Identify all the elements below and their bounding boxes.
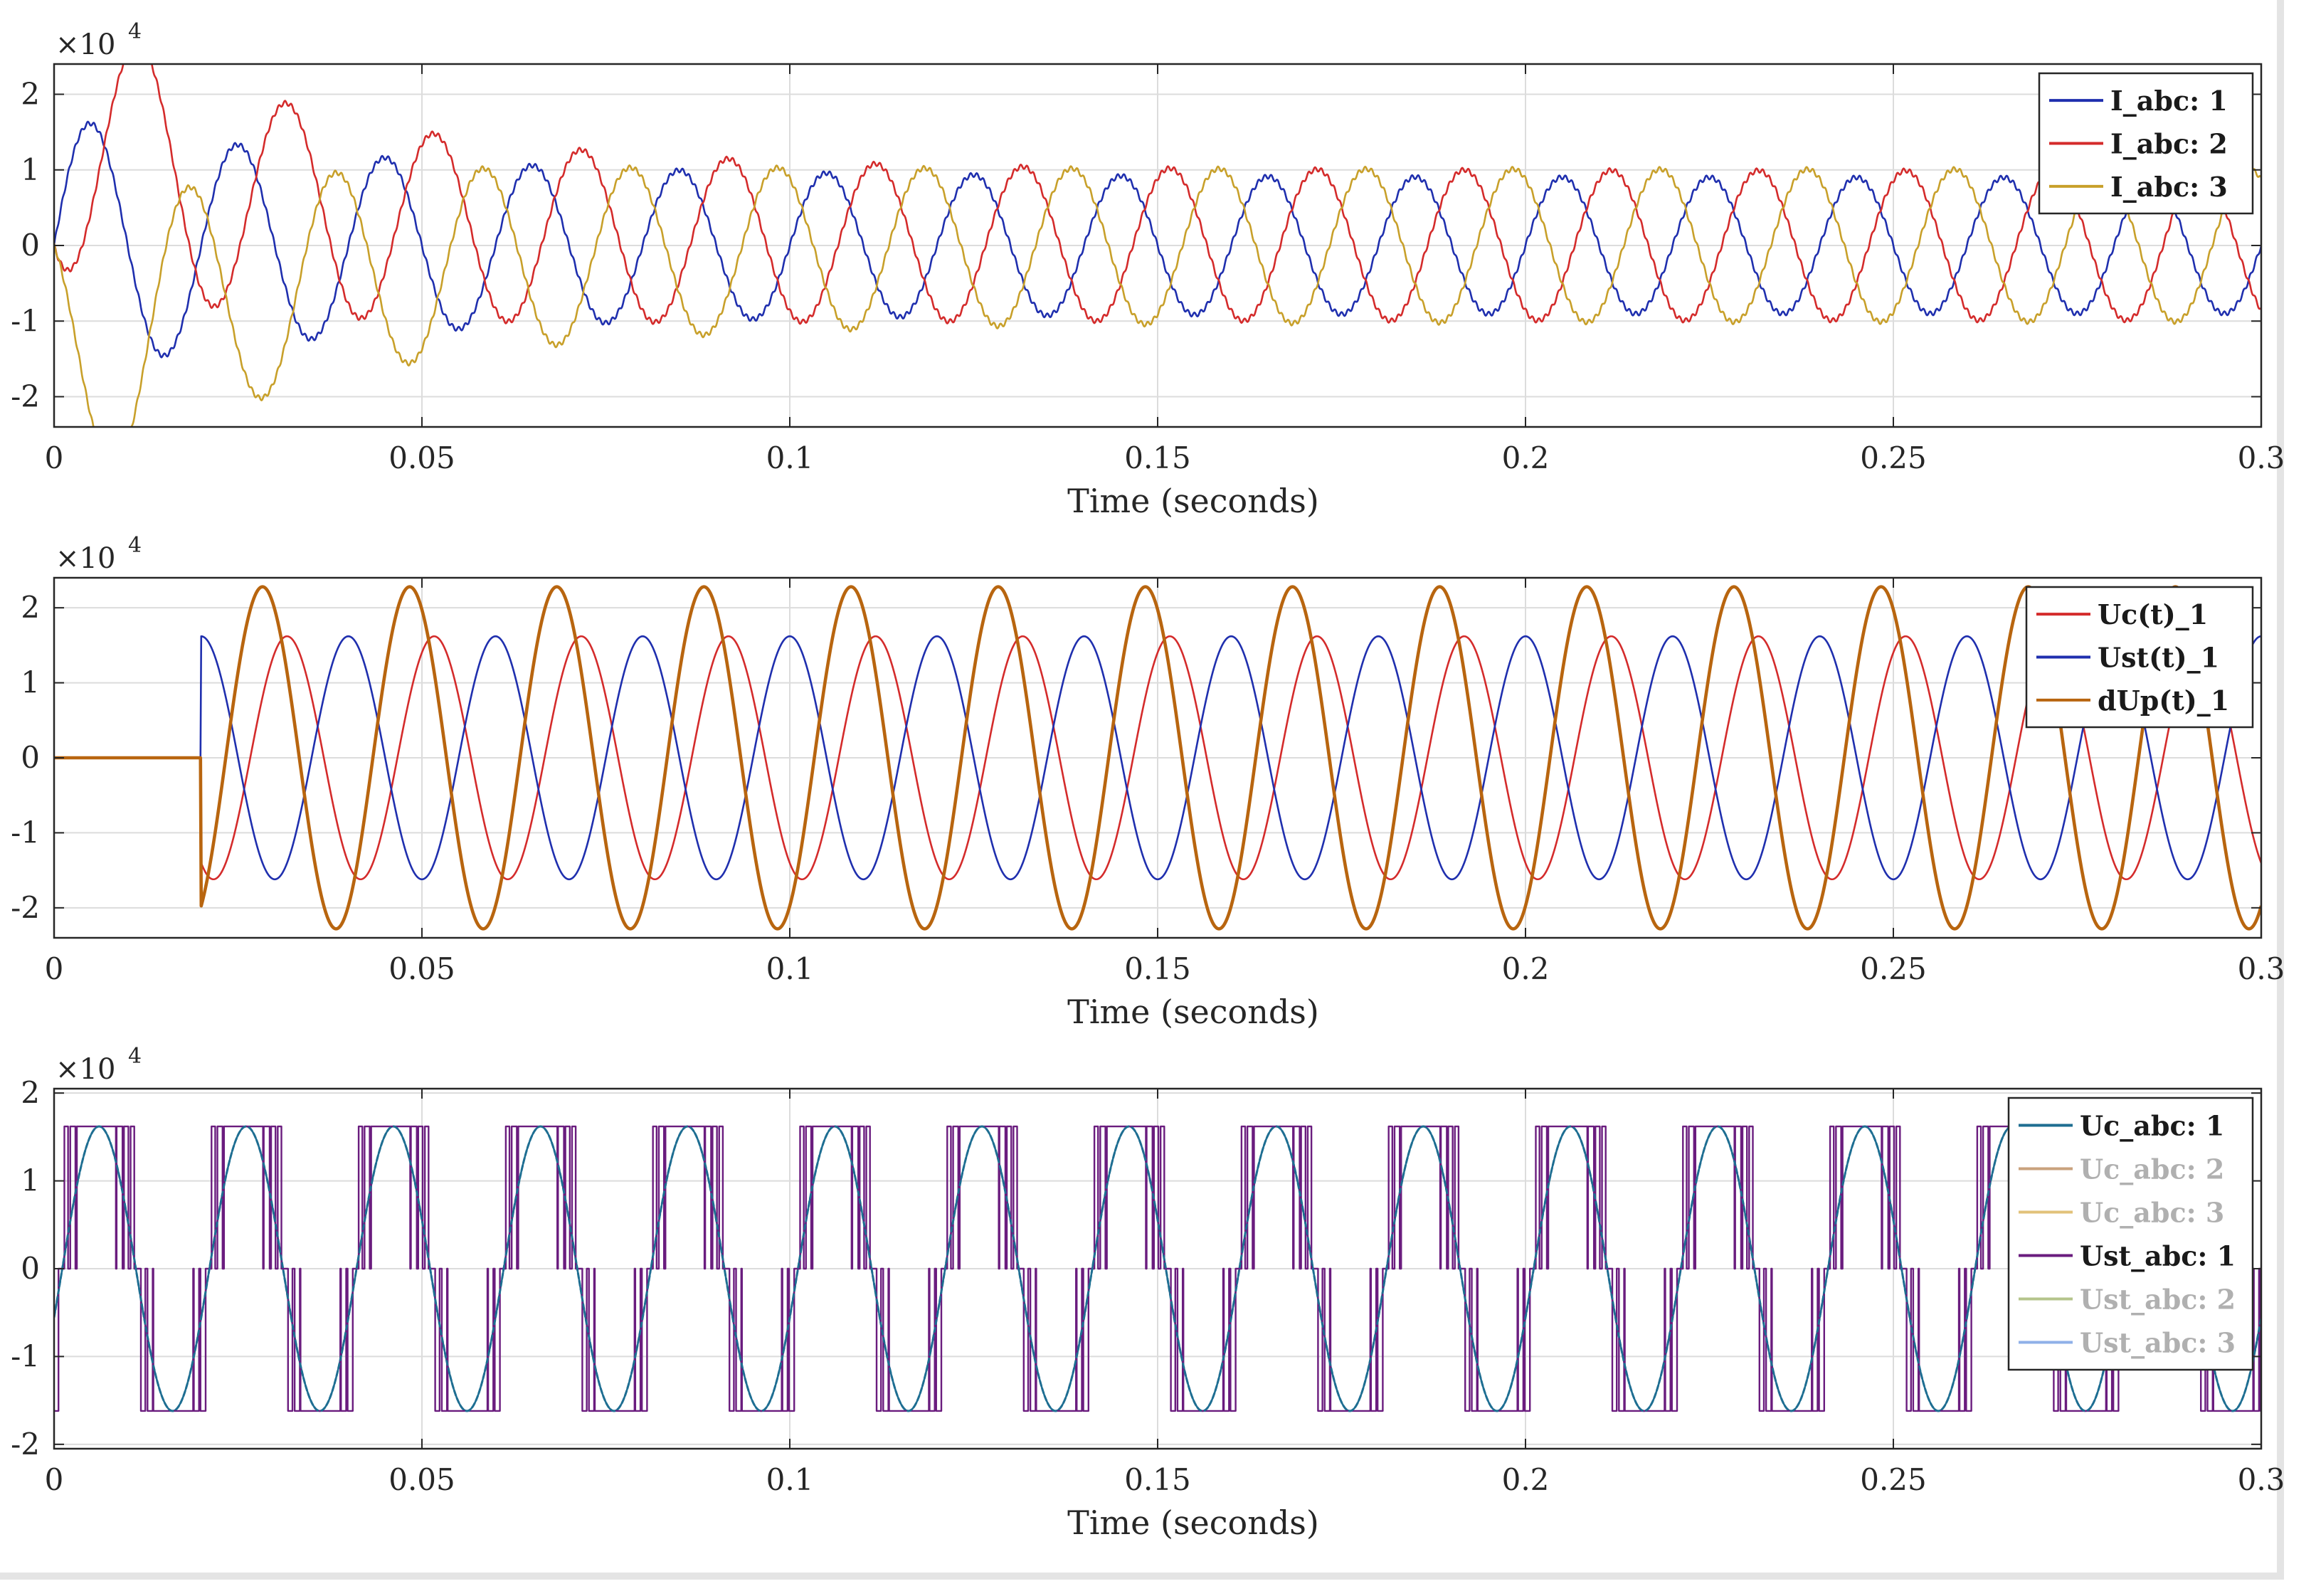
legend-label: dUp(t)_1 (2098, 685, 2229, 717)
x-tick-label: 0.15 (1124, 951, 1191, 986)
legend-label: I_abc: 1 (2110, 85, 2228, 117)
x-tick-label: 0.25 (1860, 951, 1927, 986)
y-tick-label: 0 (21, 1251, 40, 1286)
series-line-1 (54, 635, 2261, 881)
y-tick-label: -1 (11, 1338, 40, 1373)
chart-panel-2: 0 0.05 0.1 0.15 0.2 0.25 0.3 -2 -1 0 1 2 ×10 4 Time (s… (11, 533, 2285, 1031)
y-tick-label: 2 (21, 1075, 40, 1110)
series-group (54, 64, 2261, 427)
x-tick-label: 0.2 (1502, 1462, 1550, 1497)
x-tick-label: 0.15 (1124, 1462, 1191, 1497)
y-tick-label: 2 (21, 590, 40, 625)
legend-label: Ust_abc: 1 (2080, 1240, 2236, 1272)
chart-panel-3: 0 0.05 0.1 0.15 0.2 0.25 0.3 -2 -1 0 1 2 ×10 4 Time (s… (11, 1044, 2285, 1542)
y-tick-label: 1 (21, 1163, 40, 1198)
legend: Uc(t)_1 Ust(t)_1 dUp(t)_1 (2025, 586, 2254, 729)
legend: I_abc: 1 I_abc: 2 I_abc: 3 (2038, 72, 2254, 215)
x-tick-label: 0.1 (766, 1462, 814, 1497)
x-axis-label: Time (seconds) (1067, 482, 1319, 520)
legend-label: Uc_abc: 3 (2080, 1197, 2224, 1229)
x-tick-label: 0.25 (1860, 440, 1927, 475)
legend-label: Uc_abc: 1 (2080, 1110, 2224, 1142)
figure-frame (0, 0, 2284, 1580)
series-line-3 (54, 585, 2261, 931)
x-tick-label: 0.1 (766, 951, 814, 986)
legend-label: Uc(t)_1 (2098, 598, 2208, 630)
series-line-1 (54, 120, 2261, 359)
legend-label: Ust(t)_1 (2098, 642, 2219, 674)
y-tick-label: 1 (21, 665, 40, 700)
legend: Uc_abc: 1 Uc_abc: 2 Uc_abc: 3 Ust_abc: 1 Ust… (2007, 1096, 2254, 1371)
y-tick-label: 2 (21, 77, 40, 112)
y-exponent-power: 4 (128, 533, 142, 558)
legend-label: I_abc: 3 (2110, 171, 2228, 203)
x-tick-label: 0.25 (1860, 1462, 1927, 1497)
y-tick-label: 1 (21, 152, 40, 187)
x-tick-label: 0.2 (1502, 951, 1550, 986)
y-tick-label: -1 (11, 815, 40, 850)
x-tick-label: 0.05 (388, 440, 455, 475)
series-group (54, 585, 2261, 931)
x-tick-label: 0.3 (2238, 951, 2285, 986)
series-line-4 (54, 1125, 2261, 1412)
series-line-uc-overlay (54, 1125, 2261, 1412)
legend-label: Uc_abc: 2 (2080, 1153, 2224, 1185)
x-tick-label: 0.05 (388, 1462, 455, 1497)
x-tick-label: 0 (45, 951, 64, 986)
x-axis-label: Time (seconds) (1067, 993, 1319, 1031)
x-tick-label: 0.15 (1124, 440, 1191, 475)
series-group (54, 1125, 2261, 1412)
x-tick-label: 0 (45, 1462, 64, 1497)
y-exponent-label: ×10 (55, 1053, 115, 1086)
x-axis-label: Time (seconds) (1067, 1503, 1319, 1542)
legend-label: I_abc: 2 (2110, 128, 2228, 160)
y-exponent-label: ×10 (55, 28, 115, 61)
x-tick-label: 0.05 (388, 951, 455, 986)
series-line-2 (54, 635, 2261, 881)
x-tick-label: 0.3 (2238, 440, 2285, 475)
x-tick-label: 0 (45, 440, 64, 475)
y-exponent-label: ×10 (55, 542, 115, 575)
y-tick-label: 0 (21, 228, 40, 263)
x-tick-label: 0.2 (1502, 440, 1550, 475)
legend-box (2007, 1096, 2254, 1371)
x-tick-label: 0.1 (766, 440, 814, 475)
y-exponent-power: 4 (128, 1044, 142, 1069)
legend-label: Ust_abc: 2 (2080, 1284, 2236, 1316)
chart-panel-1: 0 0.05 0.1 0.15 0.2 0.25 0.3 -2 -1 0 1 2 ×10 4 Time (s… (11, 19, 2285, 520)
y-tick-label: -2 (11, 890, 40, 925)
y-tick-label: 0 (21, 740, 40, 775)
y-exponent-power: 4 (128, 19, 142, 44)
series-line-3 (54, 164, 2261, 427)
y-tick-label: -2 (11, 379, 40, 414)
legend-label: Ust_abc: 3 (2080, 1327, 2236, 1359)
y-tick-label: -2 (11, 1427, 40, 1462)
x-tick-label: 0.3 (2238, 1462, 2285, 1497)
series-line-2 (54, 64, 2261, 325)
y-tick-label: -1 (11, 303, 40, 338)
